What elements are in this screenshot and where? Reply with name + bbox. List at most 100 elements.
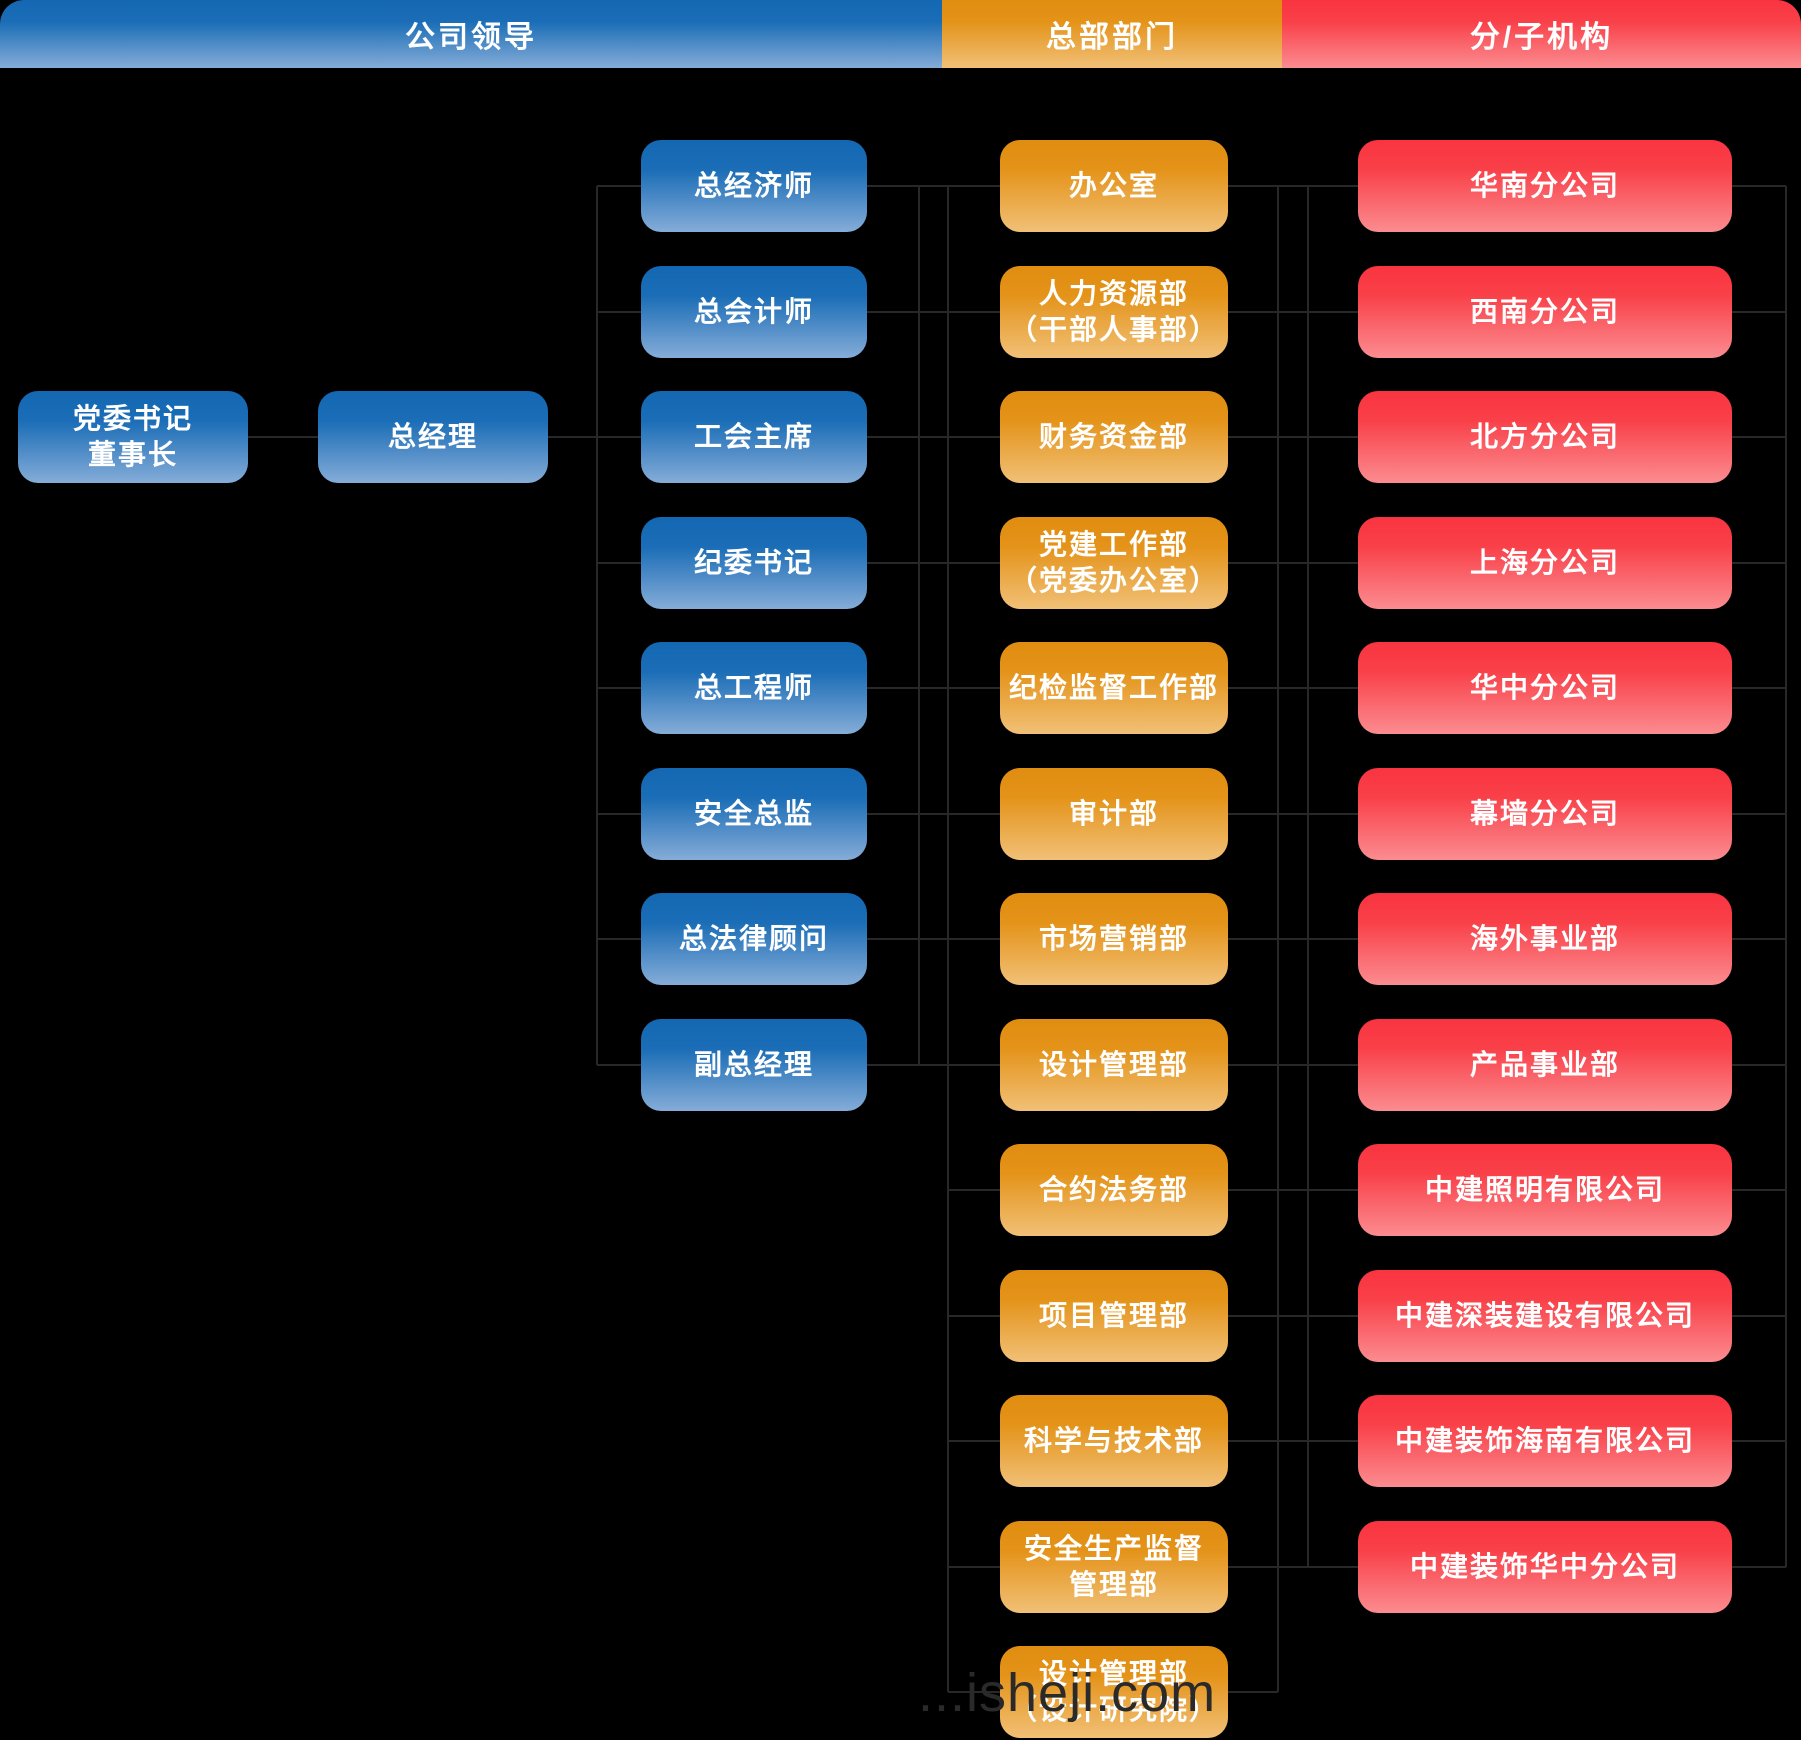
branch-node-6-label: 海外事业部 — [1469, 923, 1620, 954]
officer-node-5: 安全总监 — [641, 767, 867, 860]
hq-dept-node-9: 项目管理部 — [1000, 1269, 1228, 1362]
chairman-title-line2: 董事长 — [87, 439, 178, 470]
hq-dept-node-12: 设计管理部 （设计研究院） — [1000, 1646, 1228, 1738]
branch-node-2-label: 北方分公司 — [1469, 421, 1620, 452]
connector-line — [1732, 436, 1786, 438]
connector-line — [597, 687, 641, 689]
header-label-leadership: 公司领导 — [405, 21, 537, 54]
hq-dept-node-5-label: 审计部 — [1068, 797, 1159, 829]
branch-node-3: 上海分公司 — [1358, 516, 1732, 609]
branch-node-2: 北方分公司 — [1358, 391, 1732, 483]
hq-dept-node-11-label: 管理部 — [1068, 1568, 1159, 1600]
hq-dept-node-3-label: （党委办公室） — [1008, 564, 1219, 596]
hq-dept-node-3: 党建工作部 （党委办公室） — [1000, 516, 1228, 609]
header-segment-branches: 分/子机构 — [1282, 0, 1801, 68]
connector-line — [1228, 687, 1358, 689]
watermark-text: ...isheji.com — [918, 1663, 1217, 1723]
branch-node-1: 西南分公司 — [1358, 265, 1732, 358]
officer-node-0: 总经济师 — [641, 140, 867, 232]
hq-dept-node-9-label: 项目管理部 — [1038, 1299, 1189, 1331]
hq-dept-node-8: 合约法务部 — [1000, 1144, 1228, 1236]
branch-node-10-label: 中建装饰海南有限公司 — [1394, 1425, 1695, 1456]
hq-dept-node-2-label: 财务资金部 — [1038, 421, 1189, 452]
branch-node-0-label: 华南分公司 — [1469, 170, 1620, 201]
chairman-title-line1: 党委书记 — [72, 403, 193, 434]
connector-line — [1732, 310, 1786, 313]
branch-node-4-label: 华中分公司 — [1469, 672, 1620, 703]
branch-node-8-label: 中建照明有限公司 — [1424, 1174, 1665, 1205]
hq-dept-node-1-label: 人力资源部 — [1038, 277, 1189, 309]
branch-node-7: 产品事业部 — [1358, 1018, 1732, 1111]
connector-line — [867, 436, 1000, 438]
connector-line — [867, 561, 1000, 564]
hq-dept-node-1: 人力资源部 （干部人事部） — [1000, 265, 1228, 358]
connector-line — [597, 938, 641, 940]
officer-node-0-label: 总经济师 — [693, 170, 814, 201]
header-segment-leadership: 公司领导 — [0, 0, 942, 68]
connector-line — [1228, 1189, 1358, 1191]
hq-dept-node-1-label: （干部人事部） — [1008, 313, 1219, 345]
header-label-branches: 分/子机构 — [1469, 21, 1614, 54]
connector-line — [1228, 1691, 1278, 1693]
officer-node-2-label: 工会主席 — [693, 421, 814, 452]
hq-dept-node-0-label: 办公室 — [1068, 170, 1159, 201]
hq-dept-node-10-label: 科学与技术部 — [1023, 1425, 1204, 1456]
hq-dept-node-12-label: （设计研究院） — [1008, 1694, 1219, 1725]
connector-line — [1732, 812, 1786, 815]
connector-line — [1732, 1063, 1786, 1066]
officer-node-5-label: 安全总监 — [693, 797, 814, 829]
officer-node-1: 总会计师 — [641, 265, 867, 358]
connector-line — [867, 812, 1000, 815]
connector-line — [948, 1189, 1000, 1191]
connector-line — [248, 436, 318, 438]
officer-node-4: 总工程师 — [641, 642, 867, 734]
connector-line — [1732, 1314, 1786, 1317]
officer-node-7: 副总经理 — [641, 1018, 867, 1111]
connector-line — [1732, 938, 1786, 940]
branch-node-3-label: 上海分公司 — [1469, 546, 1620, 578]
connector-spine — [1785, 186, 1787, 1567]
connector-spine — [596, 186, 598, 1065]
branch-node-9-label: 中建深装建设有限公司 — [1394, 1299, 1695, 1331]
officer-node-6-label: 总法律顾问 — [678, 923, 829, 954]
chairman-node: 党委书记 董事长 — [18, 391, 248, 483]
hq-dept-node-3-label: 党建工作部 — [1038, 528, 1189, 560]
connector-line — [1228, 938, 1358, 940]
connector-spine — [1307, 186, 1309, 1567]
branch-node-0: 华南分公司 — [1358, 140, 1732, 232]
branch-node-11-label: 中建装饰华中分公司 — [1409, 1550, 1680, 1582]
connector-line — [1732, 185, 1786, 187]
connector-line — [948, 1565, 1000, 1568]
hq-dept-node-8-label: 合约法务部 — [1038, 1174, 1189, 1205]
branch-node-4: 华中分公司 — [1358, 642, 1732, 734]
branch-node-11: 中建装饰华中分公司 — [1358, 1520, 1732, 1613]
officer-node-1-label: 总会计师 — [693, 295, 814, 327]
hq-dept-node-10: 科学与技术部 — [1000, 1395, 1228, 1487]
hq-dept-node-2: 财务资金部 — [1000, 391, 1228, 483]
connector-line — [1228, 436, 1358, 438]
connector-line — [597, 185, 641, 187]
hq-dept-node-5: 审计部 — [1000, 767, 1228, 860]
branch-node-8: 中建照明有限公司 — [1358, 1144, 1732, 1236]
connector-line — [1228, 1440, 1358, 1442]
officer-node-2: 工会主席 — [641, 391, 867, 483]
connector-line — [597, 812, 641, 815]
hq-dept-node-11: 安全生产监督 管理部 — [1000, 1520, 1228, 1613]
connector-line — [1228, 310, 1358, 313]
connector-line — [948, 1691, 1000, 1693]
connector-line — [867, 310, 1000, 313]
hq-dept-node-0: 办公室 — [1000, 140, 1228, 232]
connector-line — [1228, 185, 1358, 187]
connector-line — [1732, 1440, 1786, 1442]
general-manager-node: 总经理 — [318, 391, 548, 483]
connector-line — [1228, 561, 1358, 564]
connector-line — [1228, 1063, 1358, 1066]
header-segment-hq: 总部部门 — [942, 0, 1282, 68]
header-label-hq: 总部部门 — [1046, 21, 1178, 54]
officer-node-3: 纪委书记 — [641, 516, 867, 609]
officer-node-7-label: 副总经理 — [693, 1048, 814, 1080]
connector-line — [867, 687, 1000, 689]
branch-node-9: 中建深装建设有限公司 — [1358, 1269, 1732, 1362]
hq-dept-node-7: 设计管理部 — [1000, 1018, 1228, 1111]
hq-dept-node-4: 纪检监督工作部 — [1000, 642, 1228, 734]
